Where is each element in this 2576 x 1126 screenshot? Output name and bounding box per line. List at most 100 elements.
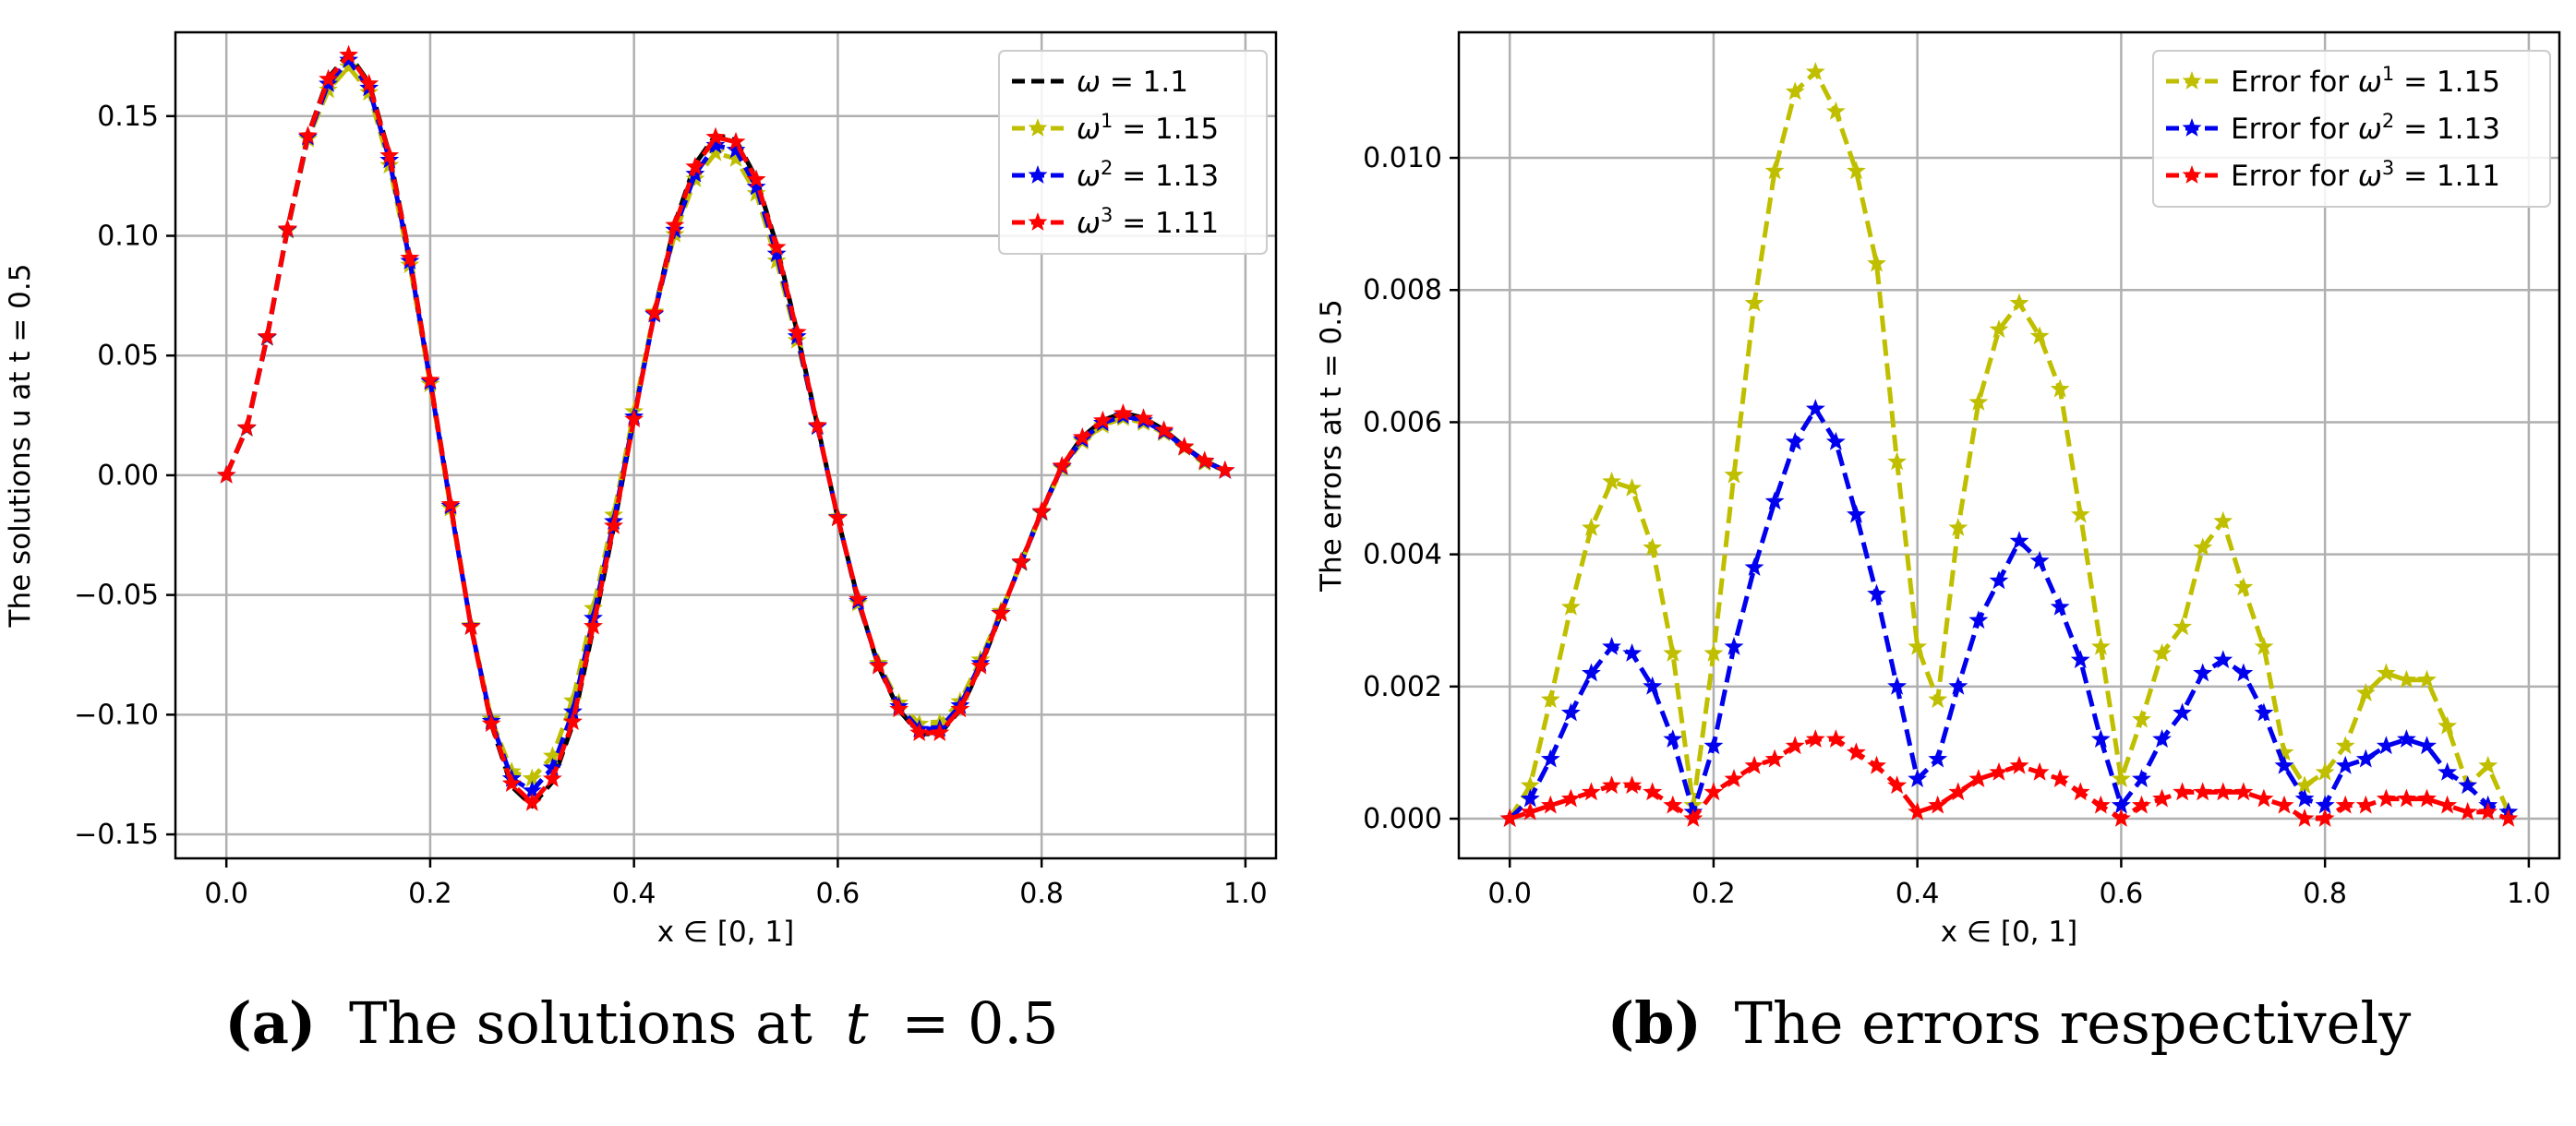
series-layer — [1499, 62, 2519, 827]
data-point — [2111, 769, 2131, 787]
data-point — [705, 142, 726, 162]
data-point — [1825, 729, 1846, 748]
legend-label: ω = 1.1 — [1077, 66, 1188, 99]
series--1-11 — [216, 44, 1235, 811]
data-point — [2478, 801, 2498, 821]
legend-value: = 1.15 — [1113, 113, 1219, 146]
data-point — [705, 135, 726, 154]
data-point — [2274, 755, 2294, 774]
data-point — [766, 244, 787, 263]
data-point — [1195, 450, 1215, 470]
data-point — [2438, 761, 2458, 781]
data-point — [2355, 749, 2376, 768]
data-point — [909, 723, 930, 741]
legend-symbol: ω — [1077, 66, 1101, 99]
caption-text: The errors respectively — [1735, 989, 2412, 1057]
data-point — [563, 690, 583, 710]
data-point — [542, 768, 562, 787]
data-point — [726, 131, 746, 150]
data-point — [2335, 795, 2355, 814]
legend-symbol: ω — [1077, 113, 1101, 146]
y-tick-label: 0.008 — [1363, 274, 1442, 306]
series-error-for-1-11 — [1499, 729, 2519, 827]
data-point — [1928, 749, 1948, 768]
x-tick-label: 0.4 — [612, 878, 656, 910]
data-point — [2458, 801, 2478, 821]
data-point — [2029, 550, 2050, 569]
legend-prefix: Error for — [2231, 160, 2358, 193]
data-point — [1825, 101, 1846, 120]
data-point — [2009, 755, 2029, 774]
legend-label: Error for ω1 = 1.15 — [2231, 63, 2500, 99]
legend-symbol: ω — [1077, 160, 1101, 193]
data-point — [2029, 761, 2050, 781]
data-point — [1805, 729, 1825, 748]
data-point — [1092, 410, 1113, 429]
data-point — [1134, 408, 1153, 427]
data-point — [1622, 478, 1643, 497]
data-point — [1928, 689, 1948, 709]
legend-marker — [1028, 212, 1048, 231]
data-point — [461, 617, 481, 635]
data-point — [1031, 501, 1052, 520]
data-point — [1764, 491, 1785, 510]
data-point — [1887, 676, 1908, 695]
data-point — [1560, 596, 1581, 616]
y-tick-label: 0.15 — [97, 101, 159, 133]
data-point — [1602, 471, 1621, 490]
legend-marker — [2182, 165, 2202, 184]
data-point — [2498, 809, 2519, 827]
data-point — [1908, 769, 1928, 787]
caption-suffix: = 0.5 — [901, 989, 1058, 1057]
data-point — [827, 508, 848, 527]
data-point — [2090, 636, 2111, 655]
data-point — [1052, 455, 1072, 474]
data-point — [319, 68, 338, 88]
data-point — [1908, 636, 1928, 655]
data-point — [1724, 636, 1744, 655]
legend-superscript: 1 — [2382, 63, 2394, 85]
data-point — [2294, 809, 2315, 827]
data-point — [2009, 531, 2029, 550]
data-point — [2294, 788, 2315, 808]
x-tick-label: 0.0 — [1487, 878, 1532, 910]
series-line — [1509, 737, 2510, 822]
data-point — [2090, 729, 2111, 748]
data-point — [2315, 761, 2335, 781]
data-point — [2132, 795, 2151, 814]
y-axis-label: The errors at t = 0.5 — [1315, 299, 1348, 593]
data-point — [1948, 782, 1968, 801]
legend-entry: ω3 = 1.11 — [1012, 204, 1219, 240]
data-point — [1643, 782, 1663, 801]
data-point — [1683, 809, 1703, 827]
legend-box — [998, 50, 1268, 255]
data-point — [2417, 736, 2437, 755]
y-tick-label: 0.000 — [1363, 803, 1442, 835]
data-point — [2478, 755, 2498, 774]
legend-symbol: ω — [2358, 160, 2382, 193]
data-point — [2233, 782, 2254, 801]
legend-symbol: ω — [2358, 66, 2382, 99]
data-point — [1764, 749, 1785, 768]
data-point — [1744, 755, 1764, 774]
data-point — [1968, 392, 1989, 411]
legend-marker — [2182, 71, 2202, 90]
data-point — [726, 149, 746, 167]
legend-box — [2152, 50, 2551, 208]
data-point — [1113, 403, 1133, 422]
data-point — [2233, 663, 2254, 682]
legend-value: = 1.15 — [2394, 66, 2500, 99]
plot-area-frame — [174, 30, 1278, 860]
data-point — [2355, 795, 2376, 814]
data-point — [1643, 537, 1663, 557]
data-point — [1560, 702, 1581, 722]
legend-value: = 1.11 — [1113, 207, 1219, 240]
axis-ticks: 0.0 0.2 0.4 0.6 0.8 1.0 −0.15 −0.10 −0.05 0.00 0.0… — [74, 101, 1268, 910]
data-point — [2029, 326, 2050, 345]
data-point — [584, 616, 603, 635]
legend-value: = 1.13 — [2394, 113, 2500, 146]
x-tick-label: 0.6 — [2100, 878, 2144, 910]
data-point — [542, 746, 562, 765]
data-point — [2193, 782, 2213, 801]
